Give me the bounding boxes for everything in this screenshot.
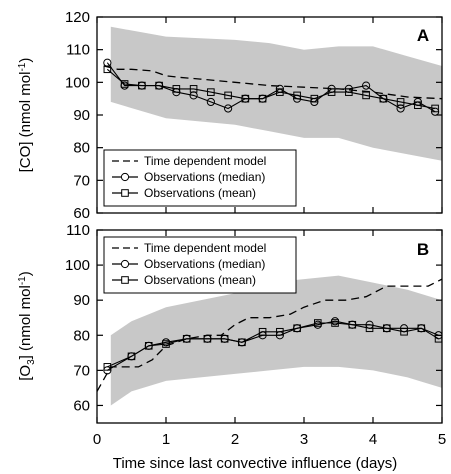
- panel-b-mean-point: [127, 352, 136, 361]
- y-tick-label: 90: [73, 292, 90, 309]
- legend-entry-label: Time dependent model: [144, 241, 266, 255]
- y-tick-label: 90: [73, 107, 90, 124]
- x-tick-label: 5: [438, 431, 446, 448]
- panel-b-series-model-line: [97, 278, 442, 392]
- panel-a-median-point: [362, 81, 371, 90]
- panel-a-mean-point: [396, 98, 405, 106]
- panel-b: 60 70 80 90 100 110 0 1 2 3 4 5 B Time dependent mo…: [17, 222, 446, 472]
- panel-a-mean-point: [103, 65, 112, 74]
- panel-a-mean-point: [345, 88, 353, 96]
- panel-a-mean-point: [155, 81, 163, 90]
- y-tick-label: 80: [73, 140, 90, 157]
- panel-b-mean-point: [238, 338, 246, 347]
- panel-b-legend: Time dependent model Observations (median…: [103, 236, 297, 294]
- panel-a-mean-point: [327, 88, 336, 96]
- legend-circle-marker: [120, 172, 130, 182]
- legend-entry-label: Time dependent model: [144, 154, 266, 168]
- panel-a-median-point: [224, 104, 233, 113]
- panel-b-mean-point: [314, 319, 322, 327]
- panel-a-mean-point: [241, 94, 250, 103]
- legend-entry-label: Observations (median): [144, 257, 265, 271]
- panel-a-mean-point: [138, 81, 146, 90]
- panel-b-spread-band: [110, 275, 442, 406]
- panel-a-mean-point: [189, 85, 198, 93]
- panel-a-mean-point: [414, 101, 422, 110]
- legend-entry-label: Observations (mean): [144, 273, 256, 287]
- panel-a-mean-point: [293, 91, 301, 100]
- y-tick-label: 60: [73, 205, 90, 222]
- x-tick-label: 4: [369, 431, 377, 448]
- panel-a-mean-point: [120, 80, 129, 88]
- legend-square-marker: [121, 189, 129, 197]
- panel-b-mean-point: [203, 334, 212, 343]
- panel-b-mean-point: [400, 327, 408, 336]
- panel-b-mean-point: [258, 327, 267, 336]
- legend-entry-label: Observations (mean): [144, 186, 256, 200]
- panel-b-mean-point: [182, 334, 191, 343]
- x-axis-title: Time since last convective influence (da…: [113, 455, 398, 472]
- panel-b-series-mean-line: [107, 322, 439, 368]
- legend-circle-marker: [120, 259, 130, 269]
- panel-b-mean-point: [144, 342, 153, 350]
- panel-a-series-model-line: [103, 65, 442, 100]
- panel-a-mean-point: [258, 94, 267, 103]
- y-tick-label: 60: [73, 397, 90, 414]
- panel-a-mean-point: [207, 88, 215, 96]
- panel-a-mean-point: [431, 104, 439, 113]
- panel-a-mean-point: [276, 88, 284, 96]
- panel-b-label: B: [417, 240, 429, 259]
- y-tick-label: 70: [73, 362, 90, 379]
- y-tick-label: 80: [73, 327, 90, 344]
- panel-a-ylabel: [CO] (nmol mol-1): [17, 58, 34, 173]
- y-tick-label: 100: [65, 74, 90, 91]
- panel-b-mean-point: [293, 324, 301, 333]
- panel-a-legend: Time dependent model Observations (median…: [103, 149, 297, 207]
- panel-a-mean-point: [172, 85, 181, 93]
- panel-b-mean-point: [348, 320, 357, 329]
- y-tick-label: 100: [65, 257, 90, 274]
- y-tick-label: 70: [73, 172, 90, 189]
- panel-b-frame: [96, 229, 443, 424]
- panel-a-label: A: [417, 26, 429, 45]
- panel-b-mean-point: [365, 324, 374, 333]
- panel-a-median-point: [206, 97, 215, 107]
- y-tick-label: 110: [66, 222, 90, 239]
- panel-b-ylabel: [O3] (nmol mol-1): [17, 271, 37, 381]
- panel-b-mean-point: [103, 363, 112, 371]
- panel-a-mean-point: [224, 91, 232, 100]
- y-tick-label: 110: [66, 42, 90, 59]
- panel-a-mean-point: [379, 94, 388, 103]
- x-tick-label: 3: [300, 431, 308, 448]
- panel-b-mean-point: [383, 324, 391, 333]
- panel-b-mean-point: [220, 334, 229, 343]
- y-tick-label: 120: [65, 9, 90, 26]
- legend-square-marker: [121, 276, 129, 284]
- x-tick-label: 0: [93, 431, 101, 448]
- legend-box: [103, 236, 297, 294]
- panel-b-mean-point: [417, 324, 426, 333]
- panel-a-mean-point: [310, 94, 319, 103]
- panel-a-mean-point: [362, 91, 370, 100]
- x-tick-label: 2: [231, 431, 239, 448]
- panel-b-mean-point: [331, 319, 339, 327]
- x-tick-label: 1: [162, 431, 170, 448]
- legend-box: [103, 149, 297, 207]
- panel-b-mean-point: [276, 327, 284, 336]
- legend-entry-label: Observations (median): [144, 170, 265, 184]
- panel-b-mean-point: [162, 340, 170, 348]
- panel-a: 60 70 80 90 100 110 120 A Time dependent model…: [17, 9, 443, 222]
